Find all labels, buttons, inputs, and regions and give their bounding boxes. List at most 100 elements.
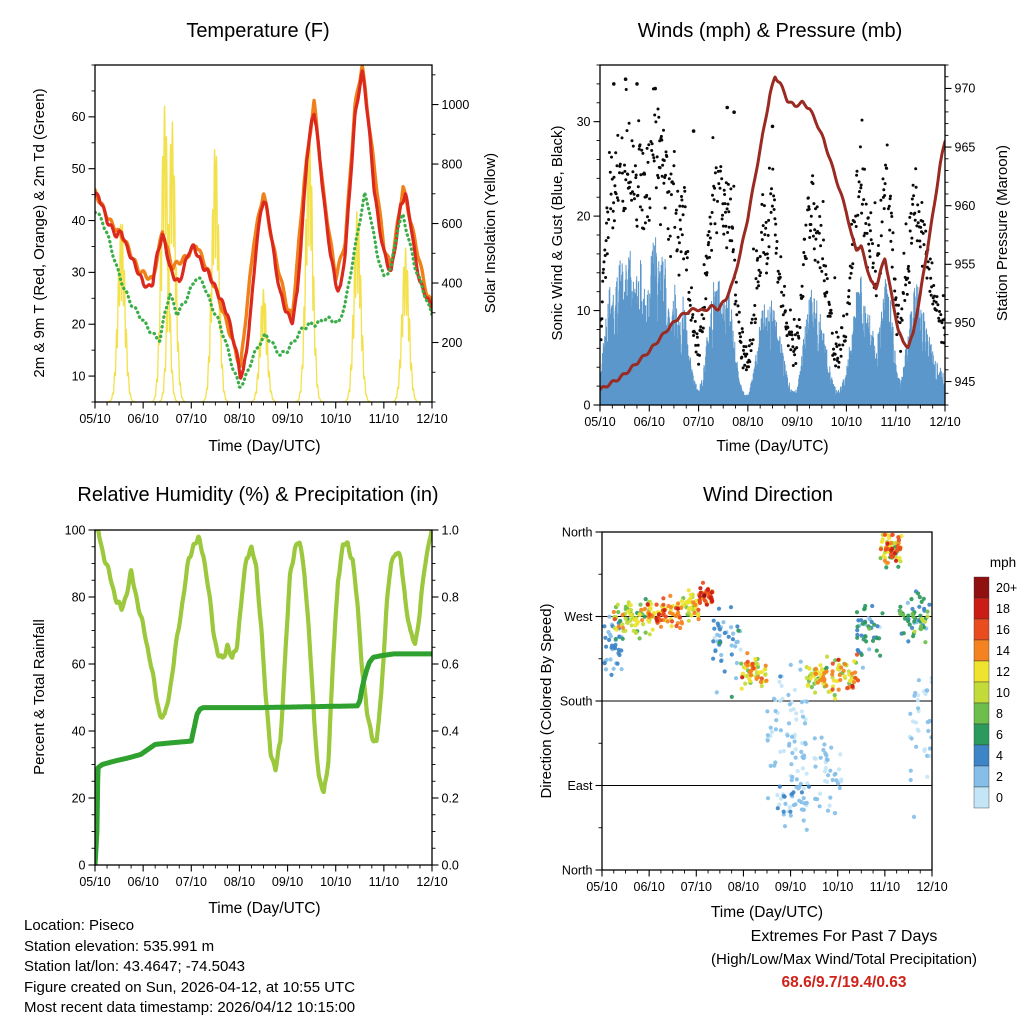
winds-left-axis-label: Sonic Wind & Gust (Blue, Black) (549, 125, 566, 341)
temperature-chart: 05/10 06/10 07/10 08/10 09/10 10/10 11/10 12/10… (72, 64, 470, 426)
svg-text:8: 8 (996, 707, 1003, 721)
svg-text:1000: 1000 (442, 98, 470, 112)
svg-text:1.0: 1.0 (442, 523, 459, 537)
svg-text:16: 16 (996, 623, 1010, 637)
svg-text:07/10: 07/10 (176, 412, 207, 426)
svg-text:600: 600 (442, 217, 463, 231)
svg-text:07/10: 07/10 (683, 415, 714, 429)
humidity-title: Relative Humidity (%) & Precipitation (i… (77, 484, 439, 506)
svg-text:12/10: 12/10 (416, 412, 447, 426)
svg-text:14: 14 (996, 644, 1010, 658)
svg-text:20: 20 (72, 318, 86, 332)
winds-right-axis-label: Station Pressure (Maroon) (994, 145, 1011, 321)
panel-humidity-precip: Relative Humidity (%) & Precipitation (i… (0, 472, 512, 944)
svg-text:12/10: 12/10 (916, 880, 947, 894)
wind-direction-xaxis-label: Time (Day/UTC) (710, 904, 824, 921)
extremes-values: 68.6/9.7/19.4/0.63 (781, 974, 907, 991)
svg-text:06/10: 06/10 (128, 875, 159, 889)
extremes-block: Extremes For Past 7 Days (High/Low/Max W… (652, 928, 1024, 992)
humidity-left-axis-label: Percent & Total Rainfall (31, 619, 48, 775)
svg-text:60: 60 (72, 110, 86, 124)
svg-text:20: 20 (72, 791, 86, 805)
svg-text:mph: mph (990, 555, 1016, 570)
svg-text:800: 800 (442, 157, 463, 171)
humidity-precip-chart: 05/10 06/10 07/10 08/10 09/10 10/10 11/10 12/10… (65, 523, 459, 889)
svg-text:10/10: 10/10 (320, 412, 351, 426)
svg-text:East: East (567, 779, 593, 793)
svg-text:20: 20 (577, 209, 591, 223)
svg-text:2: 2 (996, 770, 1003, 784)
wind-direction-left-axis-label: Direction (Colored By Speed) (538, 603, 555, 799)
winds-title: Winds (mph) & Pressure (mb) (637, 20, 903, 42)
svg-text:05/10: 05/10 (79, 412, 110, 426)
svg-text:11/10: 11/10 (870, 880, 900, 894)
station-metadata: Location: Piseco Station elevation: 535.… (24, 916, 544, 1019)
svg-text:08/10: 08/10 (224, 875, 255, 889)
svg-text:05/10: 05/10 (586, 880, 617, 894)
svg-text:12/10: 12/10 (929, 415, 960, 429)
svg-text:06/10: 06/10 (634, 415, 665, 429)
svg-text:6: 6 (996, 728, 1003, 742)
svg-text:10: 10 (996, 686, 1010, 700)
svg-text:0.2: 0.2 (442, 791, 459, 805)
svg-text:965: 965 (955, 140, 976, 154)
svg-text:North: North (562, 525, 593, 539)
svg-text:10/10: 10/10 (320, 875, 351, 889)
svg-text:950: 950 (955, 316, 976, 330)
humidity-xaxis-label: Time (Day/UTC) (208, 900, 321, 917)
svg-text:09/10: 09/10 (272, 412, 303, 426)
temperature-left-axis-label: 2m & 9m T (Red, Orange) & 2m Td (Green) (31, 88, 48, 378)
svg-text:0.8: 0.8 (442, 590, 459, 604)
svg-text:0.0: 0.0 (442, 858, 459, 872)
svg-text:80: 80 (72, 590, 86, 604)
temperature-title: Temperature (F) (186, 20, 330, 42)
svg-text:09/10: 09/10 (775, 880, 806, 894)
svg-text:10/10: 10/10 (822, 880, 853, 894)
svg-text:200: 200 (442, 336, 463, 350)
station-elevation: Station elevation: 535.991 m (24, 937, 215, 955)
svg-text:10: 10 (72, 369, 86, 383)
svg-text:08/10: 08/10 (732, 415, 763, 429)
svg-text:40: 40 (72, 724, 86, 738)
svg-text:955: 955 (955, 258, 976, 272)
svg-text:30: 30 (577, 115, 591, 129)
station-latlon: Station lat/lon: 43.4647; -74.5043 (24, 958, 246, 975)
svg-text:50: 50 (72, 162, 86, 176)
svg-text:09/10: 09/10 (272, 875, 303, 889)
svg-text:11/10: 11/10 (369, 412, 399, 426)
svg-text:05/10: 05/10 (79, 875, 110, 889)
svg-text:06/10: 06/10 (634, 880, 665, 894)
svg-text:11/10: 11/10 (881, 415, 911, 429)
svg-text:18: 18 (996, 602, 1010, 616)
svg-text:12/10: 12/10 (416, 875, 447, 889)
wind-direction-title: Wind Direction (702, 484, 834, 506)
svg-text:60: 60 (72, 657, 86, 671)
svg-text:West: West (564, 610, 593, 624)
svg-text:08/10: 08/10 (728, 880, 759, 894)
svg-text:06/10: 06/10 (128, 412, 159, 426)
svg-text:40: 40 (72, 214, 86, 228)
svg-text:400: 400 (442, 276, 463, 290)
temperature-xaxis-label: Time (Day/UTC) (208, 438, 321, 455)
svg-text:970: 970 (955, 82, 976, 96)
svg-text:945: 945 (955, 375, 976, 389)
extremes-title: Extremes For Past 7 Days (750, 928, 938, 945)
svg-text:0.6: 0.6 (442, 657, 459, 671)
panel-wind-direction: Wind Direction Direction (Colored By Spe… (512, 472, 1024, 944)
station-location: Location: Piseco (24, 917, 135, 934)
winds-pressure-chart: 05/10 06/10 07/10 08/10 09/10 10/10 11/10 12/10… (577, 64, 976, 429)
figure-created: Figure created on Sun, 2026-04-12, at 10… (24, 978, 356, 996)
svg-text:11/10: 11/10 (369, 875, 399, 889)
svg-text:30: 30 (72, 266, 86, 280)
svg-text:0: 0 (996, 791, 1003, 805)
svg-text:07/10: 07/10 (681, 880, 712, 894)
svg-text:05/10: 05/10 (584, 415, 615, 429)
panel-winds-pressure: Winds (mph) & Pressure (mb) Sonic Wind &… (512, 0, 1024, 472)
wind-direction-chart: 05/10 06/10 07/10 08/10 09/10 10/10 11/10 12/10… (560, 525, 1017, 894)
svg-text:09/10: 09/10 (782, 415, 813, 429)
svg-text:0: 0 (79, 858, 86, 872)
svg-text:0: 0 (584, 398, 591, 412)
svg-text:4: 4 (996, 749, 1003, 763)
svg-text:100: 100 (65, 523, 86, 537)
